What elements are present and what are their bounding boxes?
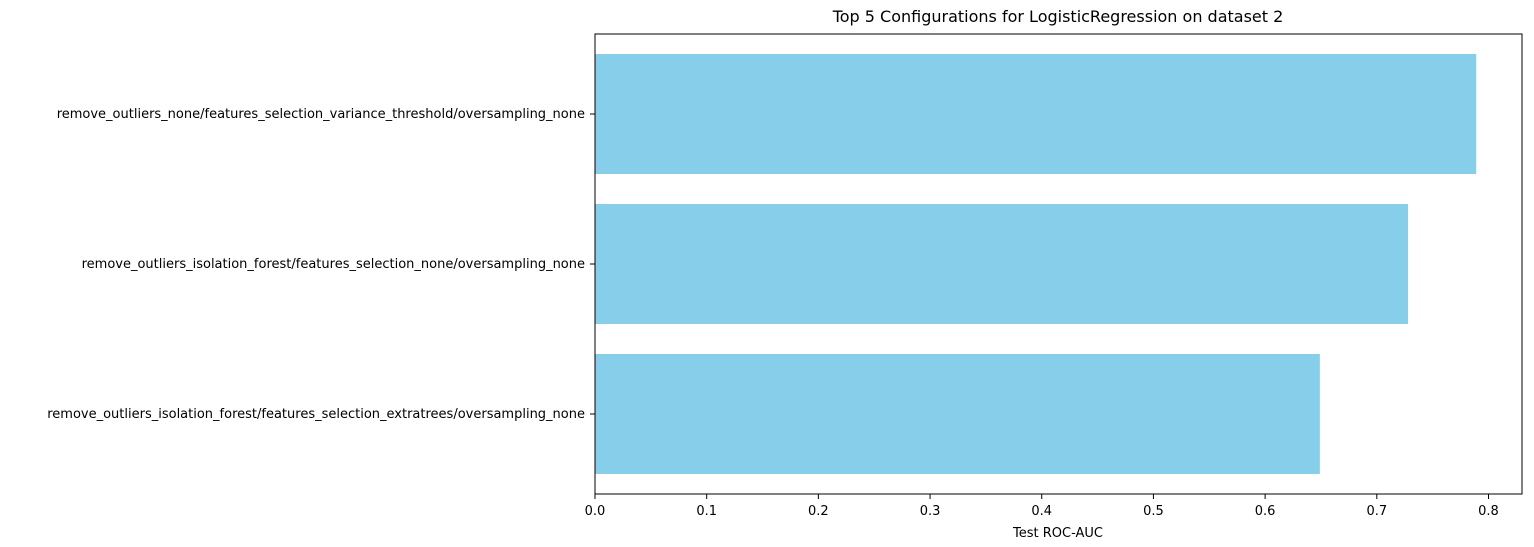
y-tick-label: remove_outliers_isolation_forest/feature… — [82, 257, 585, 272]
x-tick-label: 0.5 — [1143, 504, 1164, 519]
y-tick-label: remove_outliers_isolation_forest/feature… — [47, 407, 585, 422]
chart-title: Top 5 Configurations for LogisticRegress… — [832, 7, 1284, 26]
y-axis-labels: remove_outliers_none/features_selection_… — [47, 107, 595, 422]
x-tick-label: 0.2 — [808, 504, 829, 519]
bar-3 — [595, 354, 1320, 474]
bar-1 — [595, 54, 1477, 174]
x-axis-ticks: 0.0 0.1 0.2 0.3 0.4 0.5 0.6 0.7 0.8 — [585, 494, 1499, 519]
x-tick-label: 0.3 — [920, 504, 941, 519]
x-axis-label: Test ROC-AUC — [1012, 526, 1103, 541]
x-tick-label: 0.4 — [1031, 504, 1052, 519]
x-tick-label: 0.6 — [1255, 504, 1276, 519]
y-tick-label: remove_outliers_none/features_selection_… — [57, 107, 585, 122]
x-tick-label: 0.8 — [1478, 504, 1499, 519]
bar-2 — [595, 204, 1409, 324]
x-tick-label: 0.0 — [585, 504, 606, 519]
x-tick-label: 0.7 — [1366, 504, 1387, 519]
x-tick-label: 0.1 — [696, 504, 717, 519]
bars-group — [595, 54, 1477, 474]
